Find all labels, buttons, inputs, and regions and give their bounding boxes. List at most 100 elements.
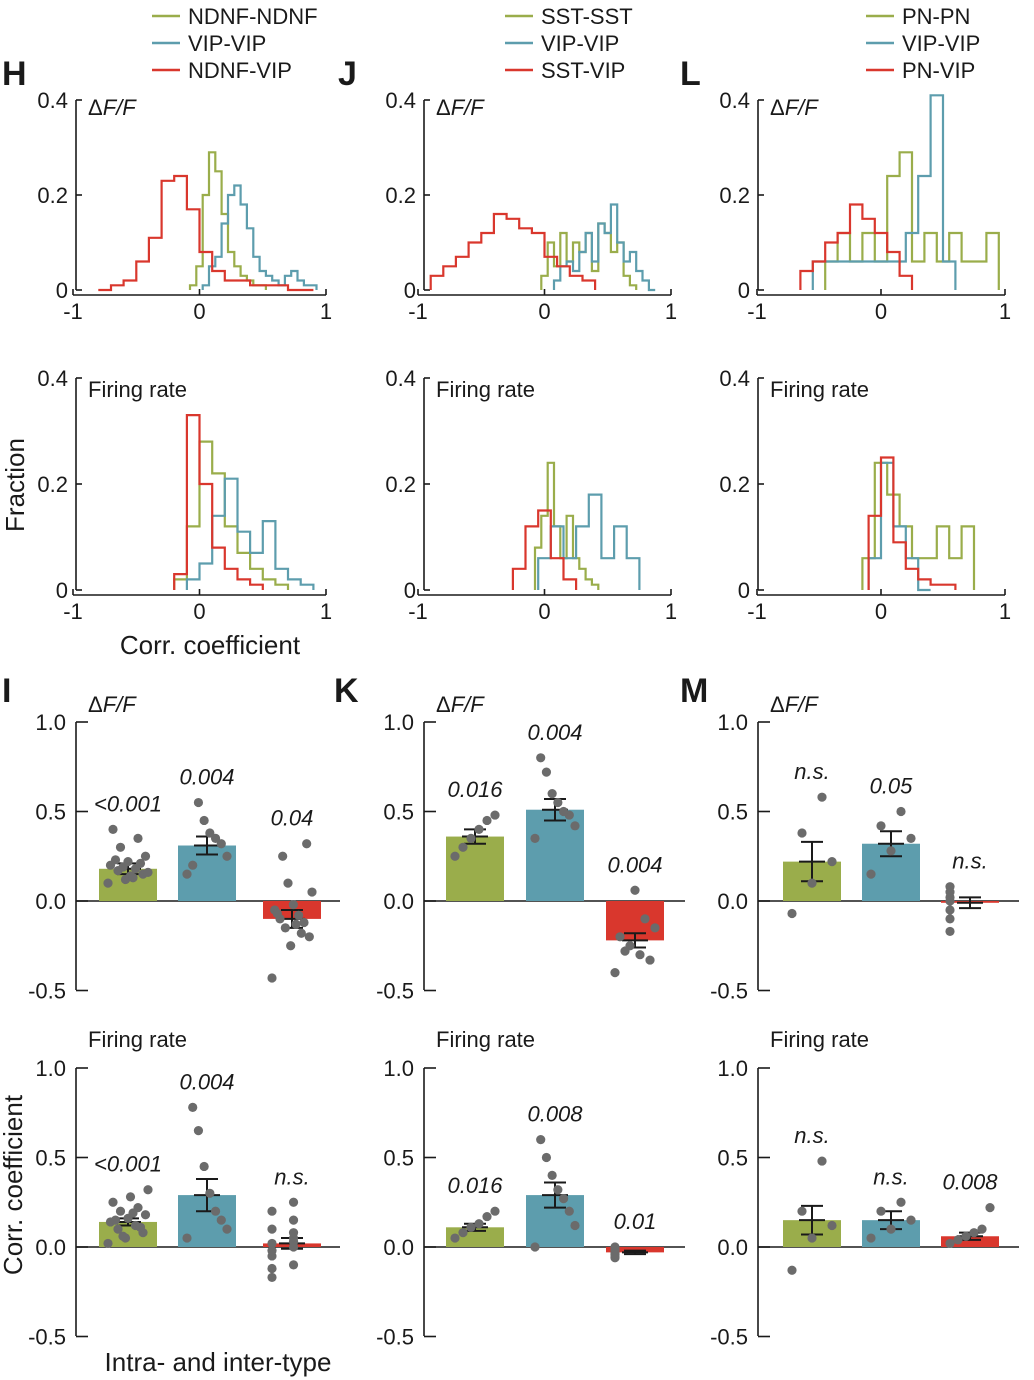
y-tick-label: 0.0 (717, 1235, 748, 1260)
bar-panel-3: -0.5 0.0 0.5 1.0 ΔF/F n.s. 0.05 n.s. M (680, 672, 1019, 1004)
data-point (466, 833, 476, 843)
data-point (294, 910, 304, 920)
data-point (288, 1215, 299, 1225)
x-tick-label: -1 (63, 599, 83, 624)
histogram-panels: 00.20.4-1 0 1ΔF/FNDNF-NDNFVIP-VIPNDNF-VIPH… (2, 4, 1011, 624)
p-value-vip-vip: n.s. (873, 1164, 908, 1189)
data-point (113, 1224, 123, 1234)
data-point (530, 1242, 540, 1252)
data-point (115, 842, 126, 852)
data-point (866, 1233, 876, 1243)
data-point (210, 1206, 221, 1216)
data-point (490, 1206, 500, 1216)
data-point (272, 908, 282, 919)
hist-y-axis-label: Fraction (0, 438, 30, 532)
x-tick-label: 1 (320, 299, 332, 324)
y-tick-label: 0.4 (37, 366, 68, 391)
data-point (807, 878, 817, 888)
x-tick-label: 0 (193, 599, 205, 624)
p-value-ndnf-vip: 0.04 (271, 806, 314, 831)
hist-x-axis-label: Corr. coefficient (120, 630, 301, 660)
data-point (267, 1206, 277, 1216)
data-point (278, 851, 288, 861)
y-tick-label: 0 (738, 278, 750, 303)
data-point (945, 905, 955, 915)
data-point (450, 851, 460, 861)
data-point (199, 815, 209, 826)
data-point (199, 1161, 209, 1172)
x-tick-label: -1 (747, 299, 767, 324)
data-point (896, 1197, 906, 1207)
y-tick-label: 0 (56, 578, 68, 603)
p-value-sst-vip: 0.01 (614, 1209, 657, 1234)
bar-y-axis-label: Corr. coefficient (0, 1094, 28, 1275)
bar-sst-sst (446, 836, 504, 901)
data-point (302, 839, 312, 849)
series-vip-vip-line (552, 203, 656, 292)
data-point (307, 887, 317, 897)
data-point (288, 1260, 299, 1270)
series-vip-vip-line (867, 461, 931, 592)
y-tick-label: 0.0 (35, 889, 66, 914)
panel-subtitle: ΔF/F (770, 95, 819, 120)
panel-subtitle: ΔF/F (770, 692, 819, 717)
panel-subtitle: ΔF/F (436, 95, 485, 120)
data-point (133, 833, 143, 843)
data-point (482, 815, 492, 826)
panel-letter-k: K (334, 672, 359, 710)
bar-x-axis-label: Intra- and inter-type (105, 1347, 332, 1377)
data-point (288, 899, 298, 910)
y-tick-label: 0.5 (35, 800, 66, 825)
panel-letter-i: I (2, 672, 11, 710)
data-point (536, 1135, 546, 1145)
data-point (570, 821, 580, 831)
data-point (640, 914, 650, 924)
data-point (128, 873, 138, 883)
series-pn-vip-line (799, 203, 914, 290)
data-point (103, 878, 113, 888)
data-point (945, 882, 955, 892)
y-tick-label: 0.2 (37, 183, 68, 208)
p-value-ndnf-ndnf: <0.001 (94, 791, 162, 816)
series-ndnf-vip-line (98, 174, 314, 292)
x-tick-label: 0 (193, 299, 205, 324)
x-tick-label: 0 (875, 599, 887, 624)
data-point (466, 1222, 476, 1232)
data-point (216, 1215, 226, 1225)
y-tick-label: 0 (404, 578, 416, 603)
data-point (615, 932, 625, 942)
bar-panel-1: -0.5 0.0 0.5 1.0 ΔF/F <0.001 0.004 0.04 I (2, 672, 340, 1004)
x-tick-label: 1 (665, 599, 677, 624)
x-tick-label: -1 (408, 599, 428, 624)
legend-label-vip-vip: VIP-VIP (188, 31, 266, 56)
bar-panel-6: -0.5 0.0 0.5 1.0 Firing rate n.s. n.s. 0.008 (710, 1027, 1019, 1350)
data-point (135, 1222, 146, 1232)
legend-label-pn-pn: PN-PN (902, 4, 970, 29)
data-point (115, 1206, 126, 1216)
data-point (787, 1265, 797, 1275)
y-tick-label: 0.2 (385, 472, 416, 497)
y-tick-label: 0.2 (719, 183, 750, 208)
x-tick-label: 1 (665, 299, 677, 324)
series-sst-sst-line (533, 461, 600, 590)
y-tick-label: 0.0 (35, 1235, 66, 1260)
data-point (291, 919, 301, 929)
y-tick-label: -0.5 (376, 1325, 414, 1350)
y-tick-label: 0.0 (717, 889, 748, 914)
data-point (288, 1237, 299, 1247)
data-point (205, 1188, 215, 1198)
data-point (866, 869, 876, 879)
p-value-pn-pn: n.s. (794, 1123, 829, 1148)
data-point (458, 842, 468, 852)
data-point (288, 1197, 299, 1207)
data-point (188, 860, 198, 870)
data-point (458, 1228, 468, 1238)
legend-label-ndnf-ndnf: NDNF-NDNF (188, 4, 318, 29)
x-tick-label: -1 (747, 599, 767, 624)
data-point (945, 926, 955, 937)
data-point (286, 941, 296, 951)
data-point (827, 857, 837, 867)
y-tick-label: -0.5 (28, 1325, 66, 1350)
